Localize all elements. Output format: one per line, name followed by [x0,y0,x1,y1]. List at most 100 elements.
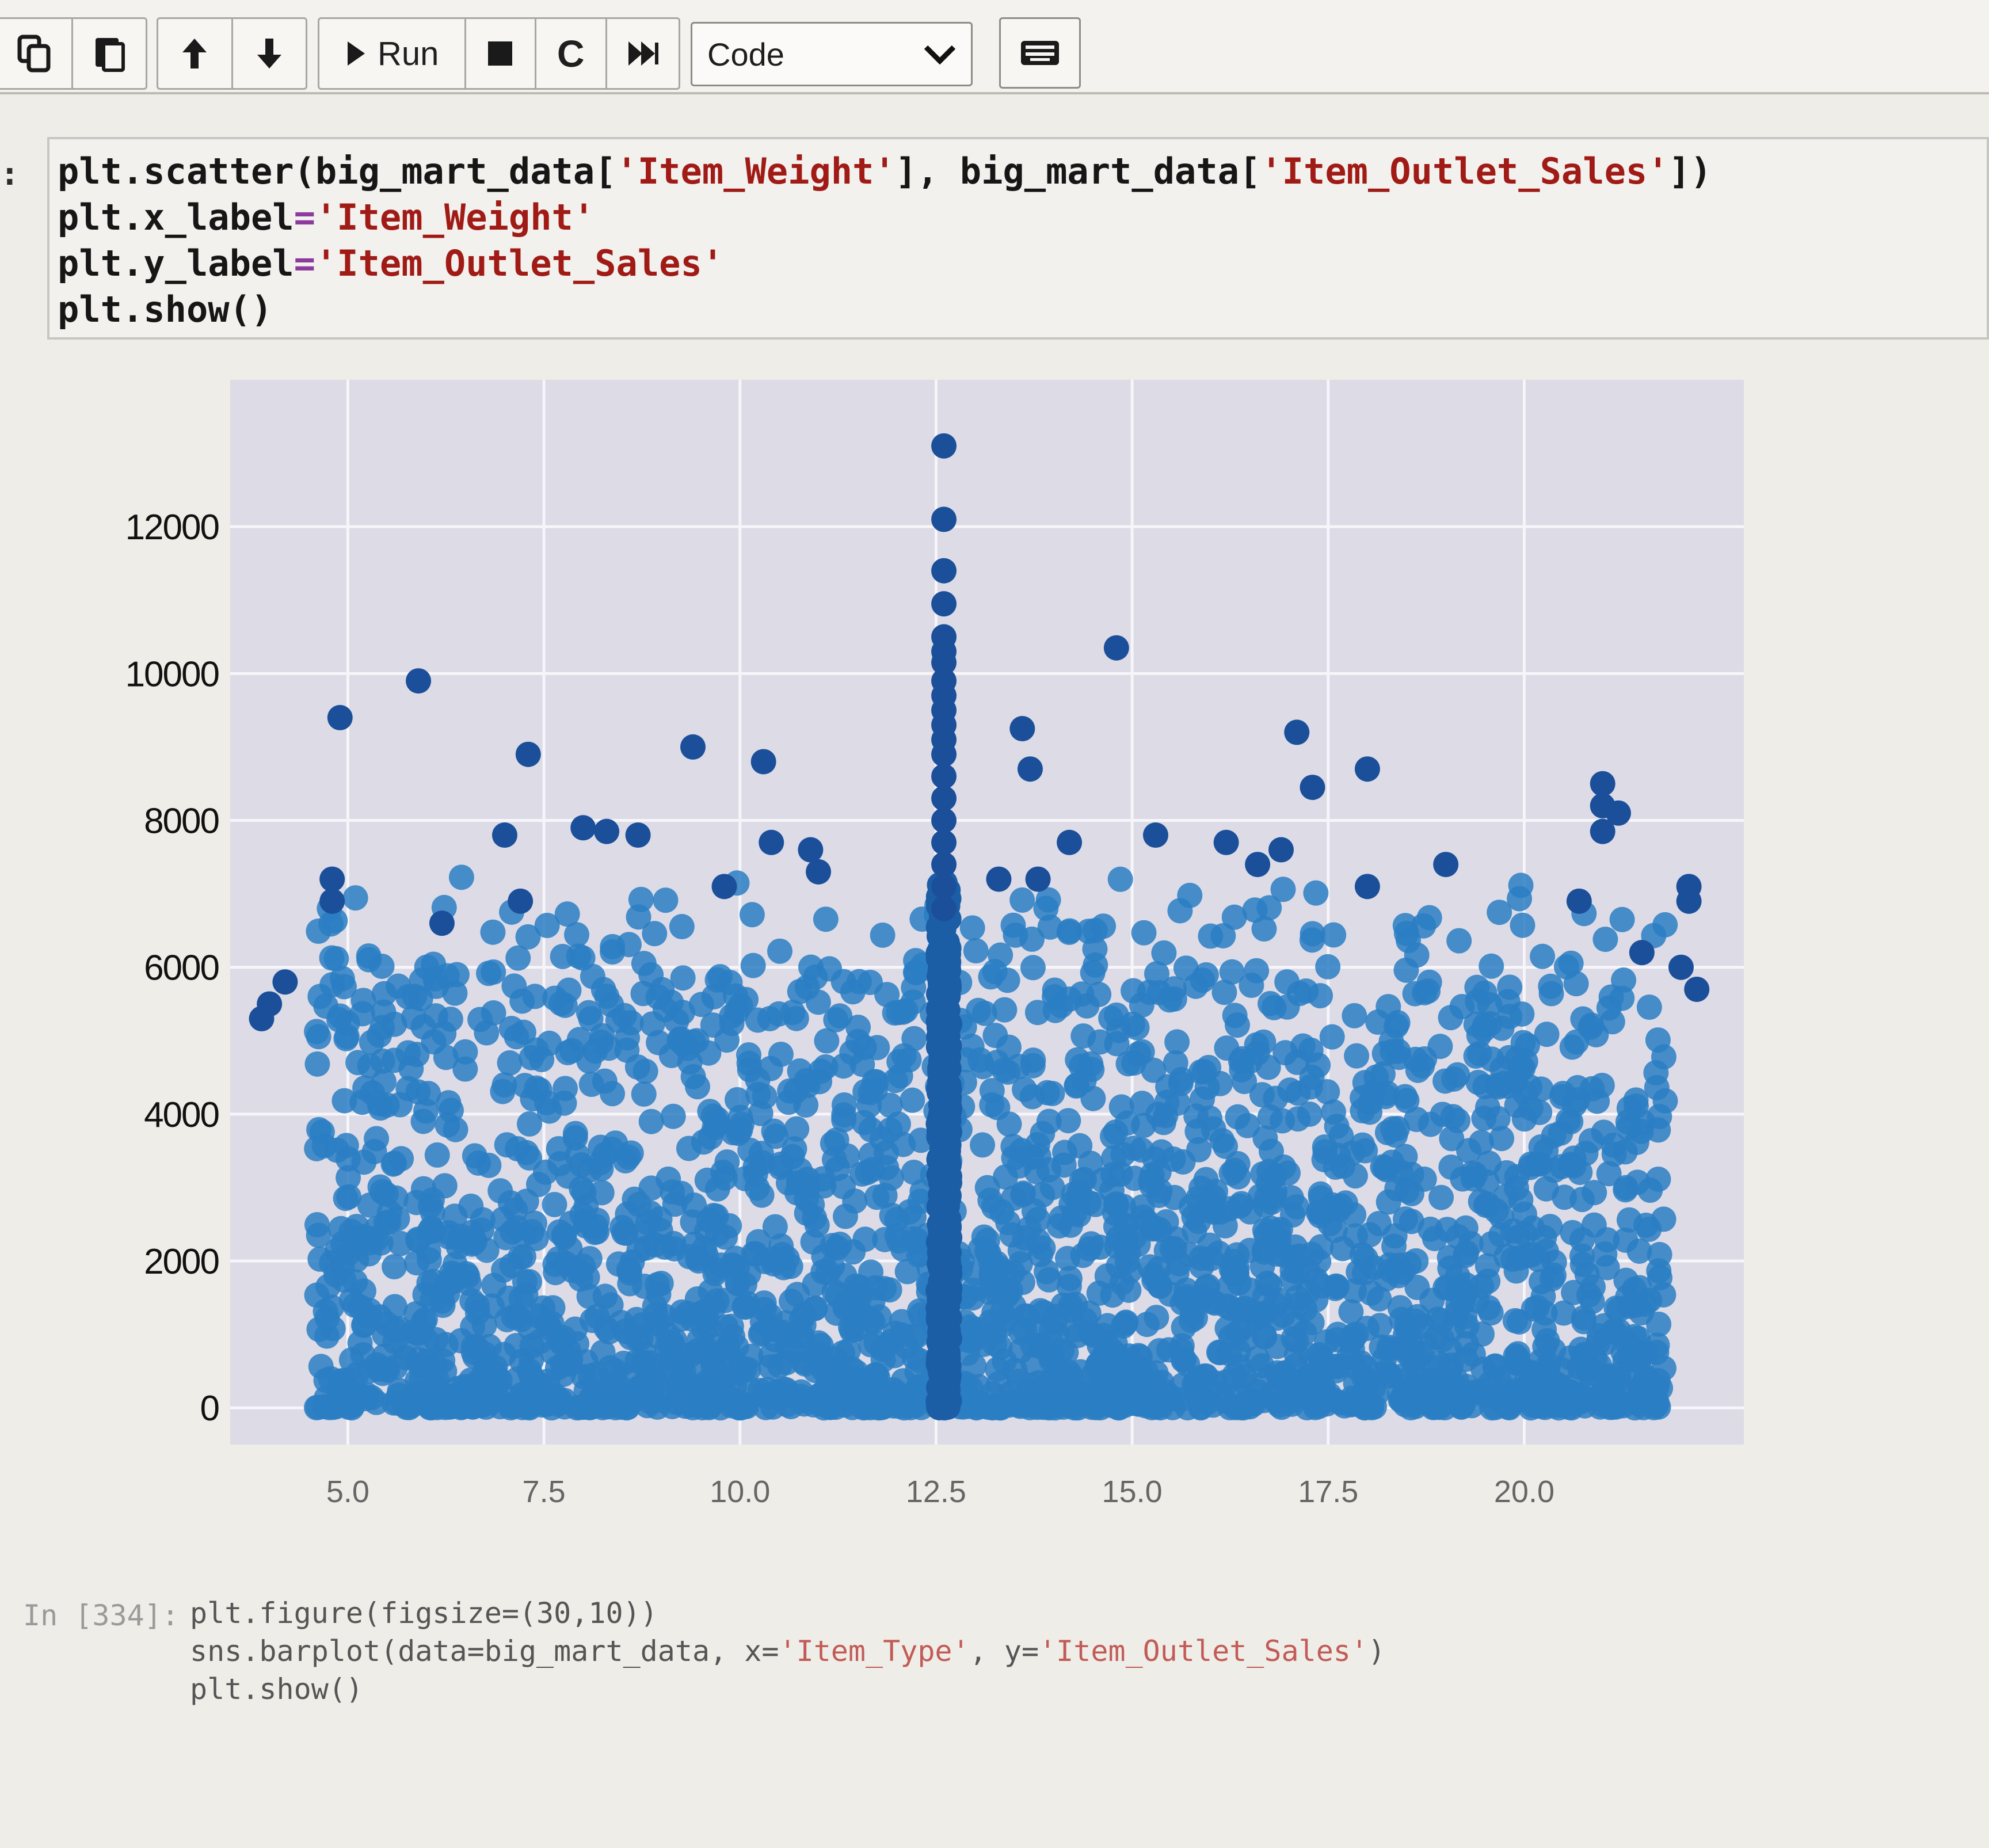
scatter-point [1159,1236,1185,1262]
paste-cells-button[interactable] [73,19,146,88]
scatter-point [631,1081,657,1107]
scatter-point [628,886,654,912]
scatter-point [347,1330,373,1356]
scatter-point [982,1331,1008,1357]
scatter-point [1328,1193,1354,1219]
scatter-point [805,1342,831,1367]
scatter-point [931,852,957,878]
scatter-point [1344,1043,1370,1069]
scatter-point [1550,1300,1576,1326]
copy-cells-button[interactable] [0,19,73,88]
scatter-point [1321,922,1347,948]
scatter-point [467,1007,493,1032]
scatter-point [1030,1235,1056,1261]
scatter-point [1489,1015,1515,1041]
code-editor[interactable]: plt.scatter(big_mart_data['Item_Weight']… [47,137,1989,340]
scatter-point [1324,1274,1350,1300]
scatter-point [1353,1245,1379,1271]
scatter-point [1590,771,1615,797]
scatter-point [761,1118,787,1144]
scatter-point [432,1173,458,1199]
scatter-point [757,1005,783,1031]
scatter-point [1107,866,1133,892]
scatter-point [729,1111,755,1137]
paste-icon [95,38,125,72]
scatter-point [1532,1333,1558,1359]
scatter-point [1076,1190,1102,1216]
scatter-point [1474,1169,1500,1195]
scatter-point [961,1353,987,1379]
scatter-point [1644,1339,1670,1365]
scatter-point [669,1000,695,1026]
scatter-point [349,1089,375,1115]
scatter-point [864,1035,890,1061]
interrupt-button[interactable] [466,19,536,88]
code-line: sns.barplot(data=big_mart_data, x='Item_… [190,1634,1386,1668]
stop-icon [488,41,513,66]
run-button[interactable]: Run [319,19,467,88]
scatter-point [440,1383,466,1409]
scatter-point [1466,1023,1492,1049]
scatter-point [743,1241,769,1267]
scatter-point [1039,1080,1065,1106]
scatter-point [813,906,839,932]
scatter-point [1193,1274,1219,1300]
scatter-point [1580,1274,1606,1300]
scatter-point [564,922,590,948]
move-up-button[interactable] [158,19,233,88]
scatter-point [884,1222,910,1248]
scatter-point [1134,1312,1160,1338]
scatter-point [574,1264,600,1290]
scatter-point [1141,1057,1167,1083]
scatter-point [929,1047,955,1073]
scatter-point [508,888,534,914]
scatter-point [356,947,382,973]
scatter-point [935,1023,961,1049]
run-label: Run [377,35,439,73]
scatter-point [903,948,929,974]
move-down-button[interactable] [233,19,306,88]
scatter-point [1403,1308,1429,1334]
scatter-point [1082,936,1108,962]
restart-run-all-button[interactable] [607,19,679,88]
scatter-point [1239,973,1264,999]
scatter-point [1035,887,1061,913]
next-cell-prompt: In [334]: [23,1599,179,1632]
scatter-point [1020,1047,1046,1073]
scatter-point [811,1395,837,1421]
scatter-point [793,1068,819,1093]
scatter-point [1342,1003,1367,1028]
scatter-point [1049,1205,1074,1231]
scatter-point [577,1363,603,1389]
scatter-point [974,1175,1000,1201]
scatter-point [1017,756,1043,782]
scatter-point [1169,1290,1195,1316]
scatter-point [977,1279,1003,1305]
scatter-point [490,1079,516,1104]
next-cell-editor[interactable]: plt.figure(figsize=(30,10)) sns.barplot(… [190,1594,1385,1708]
y-tick-label: 2000 [144,1242,219,1282]
scatter-point [791,1391,817,1417]
scatter-point [1416,905,1442,931]
scatter-point [932,1301,958,1327]
scatter-point [856,1092,882,1118]
keyboard-icon [1021,41,1059,65]
scatter-point [1258,1381,1283,1407]
restart-kernel-button[interactable]: C [536,19,607,88]
scatter-point [1308,1185,1333,1211]
scatter-point [1489,1126,1515,1152]
cell-type-select[interactable]: Code [691,22,973,86]
scatter-point [1249,1253,1275,1279]
scatter-point [493,1383,519,1409]
x-tick-label: 5.0 [326,1474,369,1509]
scatter-point [931,506,957,532]
scatter-point [931,741,957,767]
scatter-point [958,1328,984,1354]
command-palette-button[interactable] [999,17,1081,89]
scatter-point [569,1176,595,1202]
scatter-point [902,1393,928,1419]
scatter-point [436,1090,462,1116]
scatter-point [1533,1176,1559,1202]
scatter-point [1606,1366,1632,1392]
scatter-point [476,1152,502,1178]
